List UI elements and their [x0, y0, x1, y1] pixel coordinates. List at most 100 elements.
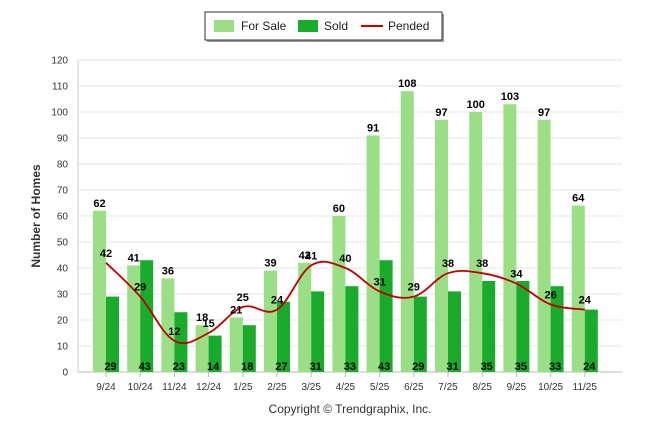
label-sold: 29 [104, 361, 116, 373]
label-for-sale: 60 [333, 203, 345, 215]
label-pended: 40 [339, 253, 351, 265]
x-tick-label: 10/25 [538, 382, 563, 393]
legend-box [204, 11, 443, 41]
bar-sold [208, 335, 222, 372]
label-for-sale: 103 [501, 91, 519, 103]
x-tick-label: 9/25 [507, 382, 527, 393]
bar-for-sale [435, 119, 448, 372]
x-tick-label: 11/25 [573, 382, 598, 393]
bar-for-sale [229, 317, 243, 372]
label-sold: 43 [378, 361, 390, 373]
bar-for-sale [264, 270, 277, 372]
y-tick-label: 90 [57, 134, 69, 145]
bar-sold [345, 286, 359, 372]
label-for-sale: 21 [230, 304, 242, 316]
label-sold: 31 [310, 361, 322, 373]
legend: For Sale Sold Pended [204, 11, 444, 42]
y-tick-label: 60 [57, 212, 69, 223]
label-pended: 38 [476, 258, 488, 270]
bar-sold [140, 260, 154, 372]
label-pended: 12 [168, 326, 180, 338]
y-tick-label: 40 [57, 264, 69, 275]
label-pended: 24 [579, 295, 592, 307]
label-sold: 23 [173, 361, 185, 373]
label-for-sale: 42 [299, 250, 311, 262]
bar-sold [106, 296, 119, 372]
bar-sold [379, 260, 393, 372]
legend-label-pended: Pended [388, 19, 429, 33]
x-tick-label: 7/25 [438, 382, 458, 393]
label-for-sale: 97 [435, 107, 447, 119]
label-pended: 24 [271, 295, 284, 307]
x-tick-label: 8/25 [472, 382, 492, 393]
bar-for-sale [298, 262, 312, 372]
label-sold: 43 [139, 361, 151, 373]
y-tick-label: 120 [51, 56, 68, 67]
copyright-credit: Copyright © Trendgraphix, Inc. [269, 402, 432, 416]
label-pended: 25 [237, 292, 249, 304]
label-pended: 29 [134, 282, 146, 294]
bar-sold [242, 325, 256, 372]
bar-sold [482, 281, 496, 372]
data-labels: 6242294129433612231815142125183924274241… [93, 78, 596, 373]
x-tick-label: 6/25 [404, 382, 424, 393]
label-sold: 31 [446, 361, 458, 373]
label-sold: 18 [241, 361, 253, 373]
label-for-sale: 97 [538, 107, 550, 119]
label-for-sale: 64 [572, 193, 585, 205]
bar-sold [448, 291, 461, 372]
bar-for-sale [571, 205, 585, 372]
label-pended: 41 [305, 250, 317, 262]
label-sold: 29 [412, 361, 424, 373]
label-sold: 33 [344, 361, 356, 373]
x-tick-label: 9/24 [96, 382, 116, 393]
bar-for-sale [93, 210, 106, 372]
label-for-sale: 39 [264, 258, 276, 270]
y-axis-title: Number of Homes [29, 164, 43, 268]
y-tick-label: 0 [62, 368, 68, 379]
bar-for-sale [161, 278, 175, 372]
label-sold: 35 [515, 361, 527, 373]
x-tick-label: 5/25 [370, 382, 390, 393]
label-for-sale: 108 [398, 78, 416, 90]
legend-swatch-sold [298, 20, 318, 32]
x-tick-label: 10/24 [128, 382, 153, 393]
bar-for-sale [537, 119, 551, 372]
bar-for-sale [503, 104, 517, 372]
label-for-sale: 100 [467, 99, 485, 111]
bar-for-sale [469, 112, 483, 372]
bar-sold [277, 301, 290, 372]
pended-line [105, 260, 585, 345]
label-sold: 33 [549, 361, 561, 373]
y-tick-label: 20 [57, 316, 69, 327]
bar-for-sale [400, 91, 414, 372]
label-for-sale: 62 [93, 198, 105, 210]
bar-sold [584, 309, 598, 372]
gridlines [78, 59, 622, 347]
x-tick-label: 11/24 [162, 382, 187, 393]
label-sold: 35 [481, 361, 493, 373]
bar-for-sale [332, 216, 346, 372]
legend-label-sold: Sold [324, 19, 348, 33]
bars [93, 91, 598, 372]
y-tick-label: 100 [51, 108, 68, 119]
x-tick-label: 2/25 [267, 382, 287, 393]
x-tick-label: 3/25 [301, 382, 321, 393]
y-tick-label: 80 [57, 160, 69, 171]
label-pended: 15 [202, 318, 214, 330]
bar-for-sale [195, 325, 209, 372]
label-sold: 27 [275, 361, 287, 373]
x-tick-label: 4/25 [336, 382, 356, 393]
legend-swatch-for-sale [214, 20, 234, 32]
label-pended: 29 [408, 282, 420, 294]
legend-label-for-sale: For Sale [241, 19, 287, 33]
x-tick-label: 1/25 [233, 382, 253, 393]
label-pended: 38 [442, 258, 454, 270]
label-for-sale: 41 [128, 252, 140, 264]
bar-for-sale [366, 135, 380, 372]
label-sold: 14 [207, 361, 220, 373]
label-for-sale: 36 [162, 265, 174, 277]
bar-sold [516, 281, 530, 372]
